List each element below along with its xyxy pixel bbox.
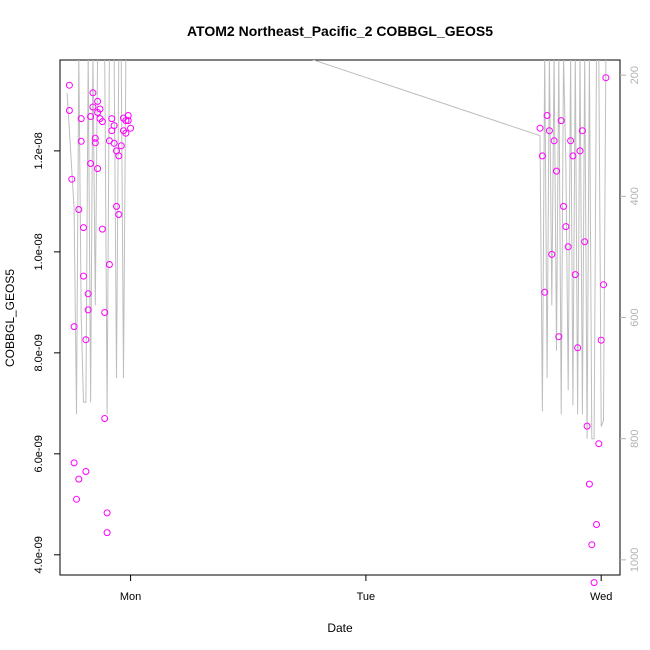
- data-point: [65, 107, 73, 114]
- y-axis: 4.0e-09 6.0e-09 8.0e-09 1.0e-08 1.2e-08: [33, 132, 60, 573]
- data-point: [560, 202, 567, 210]
- data-point: [89, 103, 97, 111]
- right-axis-pressure: 200 400 600 800 1000: [620, 66, 641, 572]
- data-point: [545, 127, 553, 135]
- data-point: [94, 165, 102, 173]
- x-tick-label: Wed: [590, 591, 612, 603]
- data-point: [588, 541, 596, 549]
- data-point: [536, 124, 544, 132]
- data-point: [124, 112, 132, 119]
- data-point: [75, 206, 83, 213]
- y2-tick-label: 1000: [629, 548, 641, 572]
- data-point: [101, 415, 109, 422]
- data-point: [110, 139, 118, 147]
- data-point: [590, 579, 598, 587]
- data-point: [124, 117, 132, 125]
- data-point: [98, 225, 106, 233]
- data-point: [550, 137, 558, 145]
- data-point: [75, 475, 83, 483]
- data-point: [548, 250, 556, 258]
- y-axis-label: COBBGL_GEOS5: [3, 269, 17, 367]
- data-point: [91, 134, 99, 142]
- data-point: [567, 137, 575, 145]
- y2-tick-label: 800: [629, 429, 641, 447]
- data-point: [68, 175, 76, 183]
- data-point: [84, 306, 92, 314]
- data-point: [569, 152, 577, 160]
- y-tick-label: 1.0e-08: [33, 233, 45, 270]
- data-point: [553, 167, 560, 175]
- data-point: [555, 333, 563, 341]
- data-point: [583, 422, 591, 430]
- data-point: [543, 112, 551, 119]
- data-point: [600, 281, 607, 289]
- data-point: [82, 468, 90, 475]
- y2-tick-label: 200: [629, 66, 641, 84]
- plot-frame: [59, 59, 621, 576]
- data-point: [574, 344, 582, 352]
- data-point: [77, 115, 85, 123]
- y2-tick-label: 600: [629, 308, 641, 326]
- plot-area: [65, 60, 610, 587]
- data-point: [82, 336, 90, 344]
- data-point: [576, 147, 584, 155]
- x-tick-label: Mon: [120, 591, 141, 603]
- data-point: [103, 529, 111, 537]
- data-point: [87, 160, 95, 167]
- data-point: [571, 271, 579, 279]
- x-axis-label: Date: [327, 621, 353, 635]
- data-point: [110, 122, 118, 130]
- data-point: [89, 89, 97, 97]
- data-point: [73, 495, 80, 503]
- data-point: [80, 272, 87, 280]
- data-point: [115, 152, 123, 160]
- chart-title: ATOM2 Northeast_Pacific_2 COBBGL_GEOS5: [187, 23, 493, 39]
- data-point: [557, 117, 565, 125]
- data-point: [127, 124, 135, 132]
- data-point: [597, 336, 605, 344]
- data-point: [585, 480, 593, 488]
- data-point: [578, 127, 586, 135]
- data-point: [115, 211, 123, 218]
- data-point: [122, 129, 130, 137]
- y2-tick-label: 400: [629, 187, 641, 205]
- data-point: [103, 509, 111, 517]
- data-point: [562, 223, 570, 231]
- data-point: [91, 139, 99, 147]
- data-point: [94, 97, 102, 105]
- data-point: [595, 440, 603, 448]
- data-point: [96, 105, 104, 113]
- data-point: [77, 137, 85, 145]
- data-point: [87, 113, 95, 120]
- data-point: [108, 115, 116, 123]
- data-point: [105, 261, 113, 268]
- data-point: [581, 238, 589, 246]
- y-tick-label: 6.0e-09: [33, 435, 45, 472]
- data-point: [65, 81, 73, 89]
- y-tick-label: 8.0e-09: [33, 334, 45, 371]
- data-point: [113, 202, 120, 210]
- y-tick-label: 1.2e-08: [33, 132, 45, 169]
- data-point: [541, 288, 549, 296]
- x-axis: Mon Tue Wed: [120, 575, 612, 603]
- data-point: [70, 323, 78, 331]
- data-point: [593, 521, 600, 528]
- altitude-line: [66, 60, 607, 440]
- y-tick-label: 4.0e-09: [33, 536, 45, 573]
- data-point: [84, 290, 92, 298]
- data-point: [98, 118, 106, 126]
- data-point: [94, 109, 102, 116]
- data-point: [538, 152, 546, 160]
- data-point: [80, 224, 87, 232]
- data-point: [70, 459, 78, 467]
- data-point: [117, 142, 125, 150]
- data-point: [564, 243, 572, 251]
- data-point: [101, 309, 109, 316]
- data-point: [602, 74, 610, 82]
- x-tick-label: Tue: [357, 591, 376, 603]
